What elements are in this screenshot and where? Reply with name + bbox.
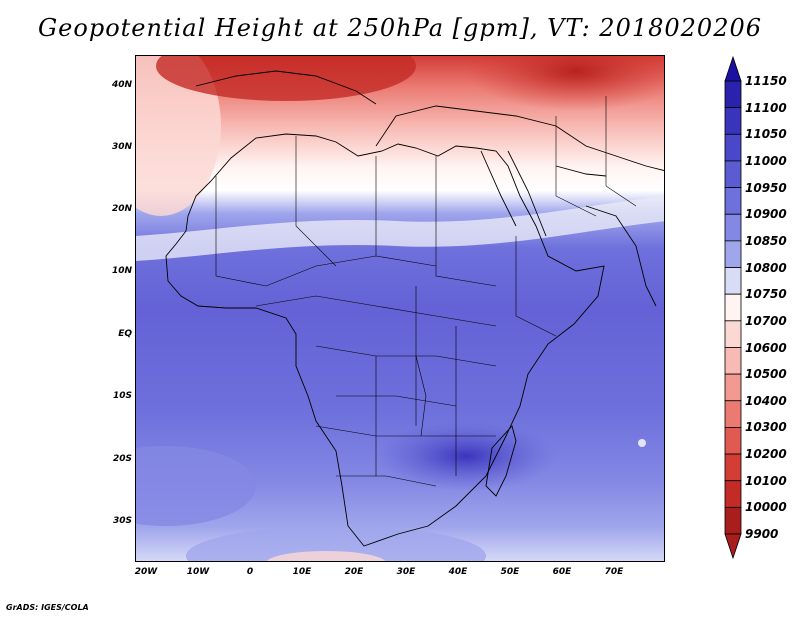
colorbar-label: 11150 — [745, 74, 787, 88]
colorbar-swatch — [724, 453, 742, 482]
lon-label-10e: 10E — [292, 567, 312, 577]
colorbar-label: 10100 — [745, 473, 787, 488]
contour-region-ridge — [136, 196, 664, 261]
map-panel — [135, 55, 665, 562]
border-congo — [336, 395, 457, 407]
colorbar-label: 11100 — [745, 100, 787, 115]
colorbar-swatch — [724, 373, 742, 402]
country-borders — [215, 96, 637, 487]
border-sahel — [255, 295, 497, 327]
border-algeria — [295, 136, 337, 267]
border-central — [315, 345, 497, 367]
border-angola — [315, 425, 496, 437]
colorbar-swatch — [724, 347, 742, 375]
colorbar-swatch — [724, 293, 742, 322]
colorbar-swatch — [724, 80, 742, 109]
border-horn — [515, 236, 557, 337]
colorbar-swatch — [724, 320, 742, 348]
lat-label-40n: 40N — [111, 80, 132, 90]
map-canvas — [136, 56, 664, 561]
border-sahara — [215, 176, 377, 287]
contour-region-ne — [466, 56, 664, 111]
colorbar-swatch — [724, 506, 742, 535]
colorbar-label: 11000 — [745, 153, 787, 168]
coastlines — [165, 70, 664, 547]
border-libya — [375, 156, 437, 267]
contour-region-nw — [136, 56, 221, 216]
lat-label-30n: 30N — [111, 142, 132, 152]
colorbar-label: 10750 — [745, 287, 787, 302]
lat-label-20n: 20N — [111, 204, 132, 214]
border-iran — [605, 96, 637, 207]
lat-label-10s: 10S — [112, 391, 132, 401]
colorbar-swatch — [724, 400, 742, 428]
map-title: Geopotential Height at 250hPa [gpm], VT:… — [38, 14, 762, 42]
colorbar-label: 10850 — [745, 233, 787, 248]
colorbar-swatch — [724, 133, 742, 162]
colorbar-swatch — [724, 107, 742, 135]
colorbar-label: 10900 — [745, 207, 787, 222]
colorbar-label: 10800 — [745, 260, 787, 275]
grads-credit: GrADS: IGES/COLA — [6, 603, 89, 612]
colorbar-swatch — [724, 187, 742, 215]
lat-label-eq: EQ — [118, 329, 132, 339]
colorbar-swatch — [724, 213, 742, 242]
lon-label-70e: 70E — [604, 567, 624, 577]
triangle-down-icon — [724, 533, 742, 560]
contour-region-sw — [136, 446, 256, 526]
lon-label-0: 0 — [246, 567, 254, 577]
gulf-coastline — [555, 165, 607, 177]
lon-label-20e: 20E — [344, 567, 364, 577]
red-sea-west — [480, 150, 517, 227]
lat-label-20s: 20S — [112, 454, 132, 464]
colorbar-label: 9900 — [745, 527, 779, 541]
lat-label-30s: 30S — [112, 516, 132, 526]
colorbar-swatch — [724, 427, 742, 455]
lon-label-40e: 40E — [448, 567, 468, 577]
border-southern — [336, 475, 437, 487]
lake-outline — [415, 355, 427, 437]
contour-region-madagascar — [376, 421, 556, 491]
india-coastline — [585, 205, 657, 307]
colorbar — [724, 55, 742, 560]
contour-region-south — [186, 526, 486, 561]
colorbar-label: 10200 — [745, 447, 787, 462]
colorbar-label: 10400 — [745, 393, 787, 408]
colorbar-label: 10300 — [745, 420, 787, 435]
red-sea-east — [507, 150, 547, 237]
colorbar-swatch — [724, 160, 742, 188]
contour-spot — [638, 439, 646, 447]
colorbar-swatch — [724, 240, 742, 268]
border-arabia — [555, 116, 597, 217]
colorbar-swatch — [724, 267, 742, 295]
lon-label-30e: 30E — [396, 567, 416, 577]
africa-coastline — [165, 133, 605, 547]
colorbar-label: 10950 — [745, 180, 787, 195]
colorbar-swatch — [724, 480, 742, 508]
lon-label-10w: 10W — [186, 567, 210, 577]
lon-label-20w: 20W — [134, 567, 158, 577]
europe-coastline — [195, 70, 377, 105]
lon-label-60e: 60E — [552, 567, 572, 577]
madagascar-coastline — [485, 425, 517, 497]
lon-label-50e: 50E — [500, 567, 520, 577]
colorbar-label: 10500 — [745, 367, 787, 382]
lat-label-10n: 10N — [111, 266, 132, 276]
contour-region-south-warm — [266, 551, 386, 561]
colorbar-label: 10000 — [745, 500, 787, 515]
contour-region-med — [156, 56, 416, 101]
border-egypt-sudan — [435, 156, 497, 287]
colorbar-label: 10700 — [745, 313, 787, 328]
north-coastline — [375, 105, 664, 171]
colorbar-label: 10600 — [745, 340, 787, 355]
colorbar-label: 11050 — [745, 127, 787, 142]
triangle-up-icon — [724, 55, 742, 82]
